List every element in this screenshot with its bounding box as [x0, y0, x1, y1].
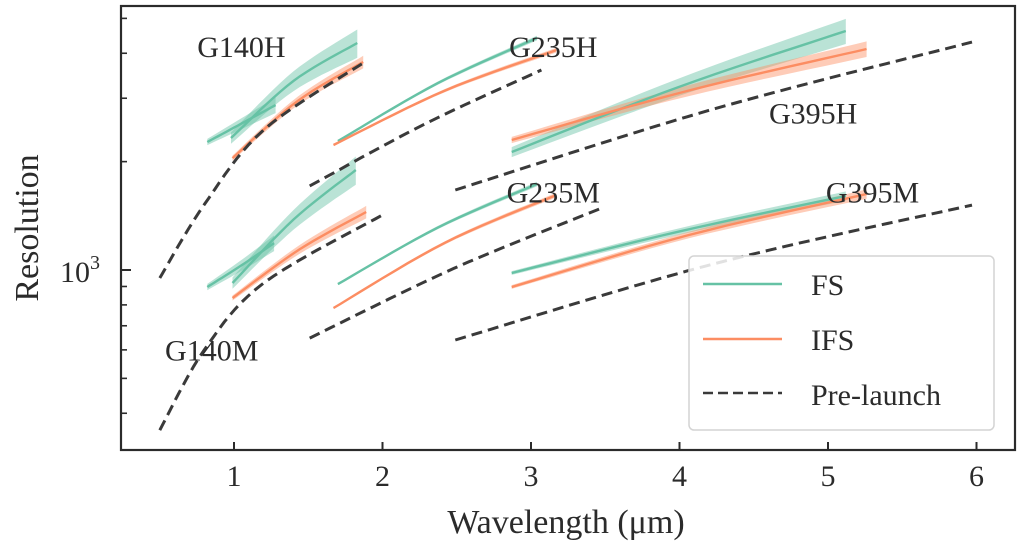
grating-labels: G140H G235H G395H G140M G235M G395M [165, 31, 919, 367]
series-g235h-ifs [332, 48, 557, 147]
x-tick-label-6: 6 [969, 460, 984, 493]
grating-label-g235h: G235H [509, 31, 597, 64]
band-g140h-fs [231, 29, 358, 144]
legend-ifs-label: IFS [811, 324, 854, 357]
x-tick-label-1: 1 [227, 460, 242, 493]
y-tick-exponent: 3 [90, 252, 100, 274]
series-g140m-ifs [231, 210, 367, 299]
series-g140h-pre-launch [158, 60, 366, 279]
series-g235h-pre-launch [308, 68, 543, 188]
y-tick-label-1000: 103 [60, 252, 100, 289]
legend-fs-label: FS [811, 269, 844, 302]
x-tick-label-5: 5 [821, 460, 836, 493]
x-tick-label-3: 3 [524, 460, 539, 493]
series-g235m-ifs [332, 193, 557, 310]
band-g140m-fs [232, 156, 356, 289]
series-g140m-pre-launch [158, 213, 384, 431]
legend-box [688, 255, 995, 431]
series-g235m-fs [337, 182, 538, 286]
series-g395h-ifs [511, 47, 867, 142]
series-g395m-fs [511, 194, 847, 275]
y-axis-label: Resolution [9, 154, 46, 301]
grating-label-g395m: G395M [826, 176, 919, 209]
x-tick-label-4: 4 [672, 460, 687, 493]
series-g235h-fs [337, 36, 538, 143]
series-g235m-pre-launch [309, 207, 600, 340]
grating-label-g140m: G140M [165, 335, 258, 368]
series-g140m-fs [231, 169, 357, 284]
grating-label-g235m: G235M [507, 176, 600, 209]
y-tick-base: 10 [60, 256, 90, 289]
series-g395h-fs [511, 29, 847, 154]
series-g140h-fs-short [206, 104, 277, 144]
series-g395m-pre-launch [454, 203, 973, 342]
legend-prelaunch-label: Pre-launch [811, 379, 941, 412]
y-axis-ticks [121, 17, 131, 415]
plot-frame [119, 4, 1017, 452]
series-g140h-fs [230, 41, 358, 139]
band-g235m-ifs [333, 192, 557, 309]
x-axis-label: Wavelength (μm) [447, 504, 684, 541]
series-g395h-pre-launch [454, 40, 973, 192]
x-tick-label-2: 2 [375, 460, 390, 493]
legend: FS IFS Pre-launch [688, 255, 995, 431]
grating-label-g140h: G140H [197, 31, 285, 64]
grating-label-g395h: G395H [769, 98, 857, 131]
series-g395m-ifs [511, 192, 867, 289]
series-lines [158, 29, 973, 431]
x-axis-ticks: 1 2 3 4 5 6 [227, 442, 984, 493]
